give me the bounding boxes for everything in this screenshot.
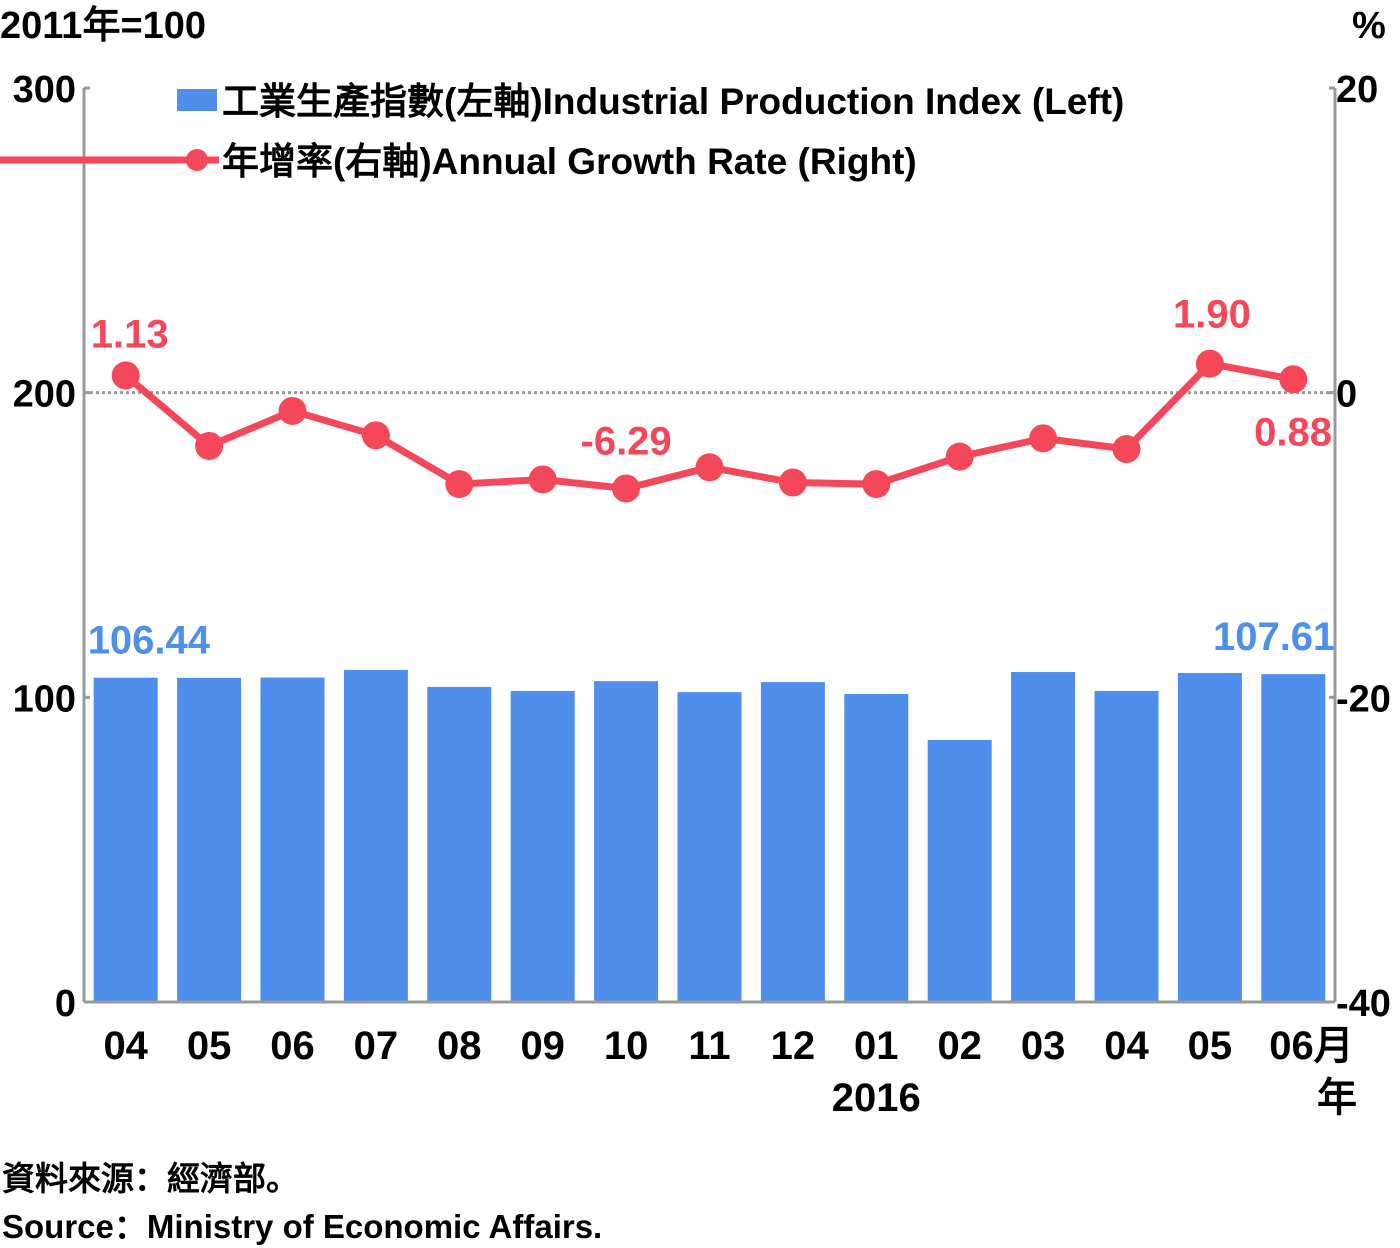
line-point-9 xyxy=(862,470,891,499)
x-tick-label: 06月 xyxy=(1269,1024,1354,1068)
x-tick-label: 02 xyxy=(937,1024,982,1068)
line-point-5 xyxy=(528,465,557,494)
bar-8 xyxy=(760,682,825,1002)
x-tick-label: 07 xyxy=(354,1024,399,1068)
x-tick-label: 03 xyxy=(1021,1024,1066,1068)
line-point-0 xyxy=(111,361,140,390)
bar-5 xyxy=(510,690,575,1002)
bar-7 xyxy=(677,692,742,1002)
line-data-label: -6.29 xyxy=(581,419,672,463)
bar-2 xyxy=(260,677,325,1002)
legend-line-label: 年增率(右軸)Annual Growth Rate (Right) xyxy=(222,141,917,182)
x-tick-label: 01 xyxy=(854,1024,899,1068)
right-tick-label: 20 xyxy=(1336,69,1378,111)
x-tick-label: 11 xyxy=(688,1024,730,1068)
bar-12 xyxy=(1094,690,1159,1002)
bar-0 xyxy=(93,677,158,1002)
x-tick-label: 12 xyxy=(771,1024,816,1068)
x-tick-label: 05 xyxy=(1188,1024,1233,1068)
line-point-10 xyxy=(945,442,974,471)
source-zh: 資料來源：經濟部。 xyxy=(2,1160,299,1197)
legend-bar-label: 工業生產指數(左軸)Industrial Production Index (L… xyxy=(222,81,1124,122)
legend-bar-swatch xyxy=(177,89,217,111)
right-tick-label: -20 xyxy=(1336,678,1391,720)
line-point-4 xyxy=(445,470,474,499)
bar-9 xyxy=(844,693,909,1002)
right-tick-label: 0 xyxy=(1336,374,1357,416)
line-point-7 xyxy=(695,453,724,482)
line-point-11 xyxy=(1029,424,1058,453)
bar-4 xyxy=(427,686,492,1002)
legend-line-marker xyxy=(186,149,208,171)
x-year-suffix: 年 xyxy=(1317,1076,1357,1120)
line-point-13 xyxy=(1195,349,1224,378)
x-tick-label: 10 xyxy=(604,1024,649,1068)
left-tick-label: 300 xyxy=(13,69,76,111)
x-tick-label: 04 xyxy=(103,1024,148,1068)
left-tick-label: 200 xyxy=(13,374,76,416)
bar-10 xyxy=(927,739,992,1002)
x-tick-label: 04 xyxy=(1104,1024,1149,1068)
right-unit-label: % xyxy=(1352,5,1386,47)
x-tick-label: 06 xyxy=(270,1024,315,1068)
line-data-label: 1.90 xyxy=(1173,293,1251,337)
x-tick-label: 09 xyxy=(520,1024,565,1068)
bar-11 xyxy=(1011,672,1076,1002)
line-data-label: 1.13 xyxy=(91,312,169,356)
x-tick-label: 08 xyxy=(437,1024,482,1068)
bar-data-label: 107.61 xyxy=(1213,615,1335,659)
legend: 工業生產指數(左軸)Industrial Production Index (L… xyxy=(0,81,1124,182)
x-tick-label: 05 xyxy=(187,1024,232,1068)
line-point-3 xyxy=(361,421,390,450)
source-en: Source：Ministry of Economic Affairs. xyxy=(2,1208,603,1245)
bar-1 xyxy=(177,677,242,1002)
bar-14 xyxy=(1261,674,1326,1002)
chart: 2011年=100 % 106.44 107.61 1.13 -6.29 1.90 0.… xyxy=(0,5,1391,1120)
bar-data-label: 106.44 xyxy=(88,619,211,663)
left-tick-label: 0 xyxy=(55,983,76,1025)
line-point-14 xyxy=(1279,365,1308,394)
left-tick-label: 100 xyxy=(13,678,76,720)
line-data-label: 0.88 xyxy=(1254,410,1332,454)
x-year-label: 2016 xyxy=(832,1076,921,1120)
bar-3 xyxy=(343,669,408,1002)
bar-6 xyxy=(594,681,659,1002)
line-point-12 xyxy=(1112,435,1141,464)
line-point-1 xyxy=(195,431,224,460)
left-unit-label: 2011年=100 xyxy=(0,5,206,47)
right-tick-label: -40 xyxy=(1336,983,1391,1025)
bar-13 xyxy=(1177,672,1242,1002)
line-point-8 xyxy=(778,468,807,497)
line-point-2 xyxy=(278,396,307,425)
line-point-6 xyxy=(612,474,641,503)
